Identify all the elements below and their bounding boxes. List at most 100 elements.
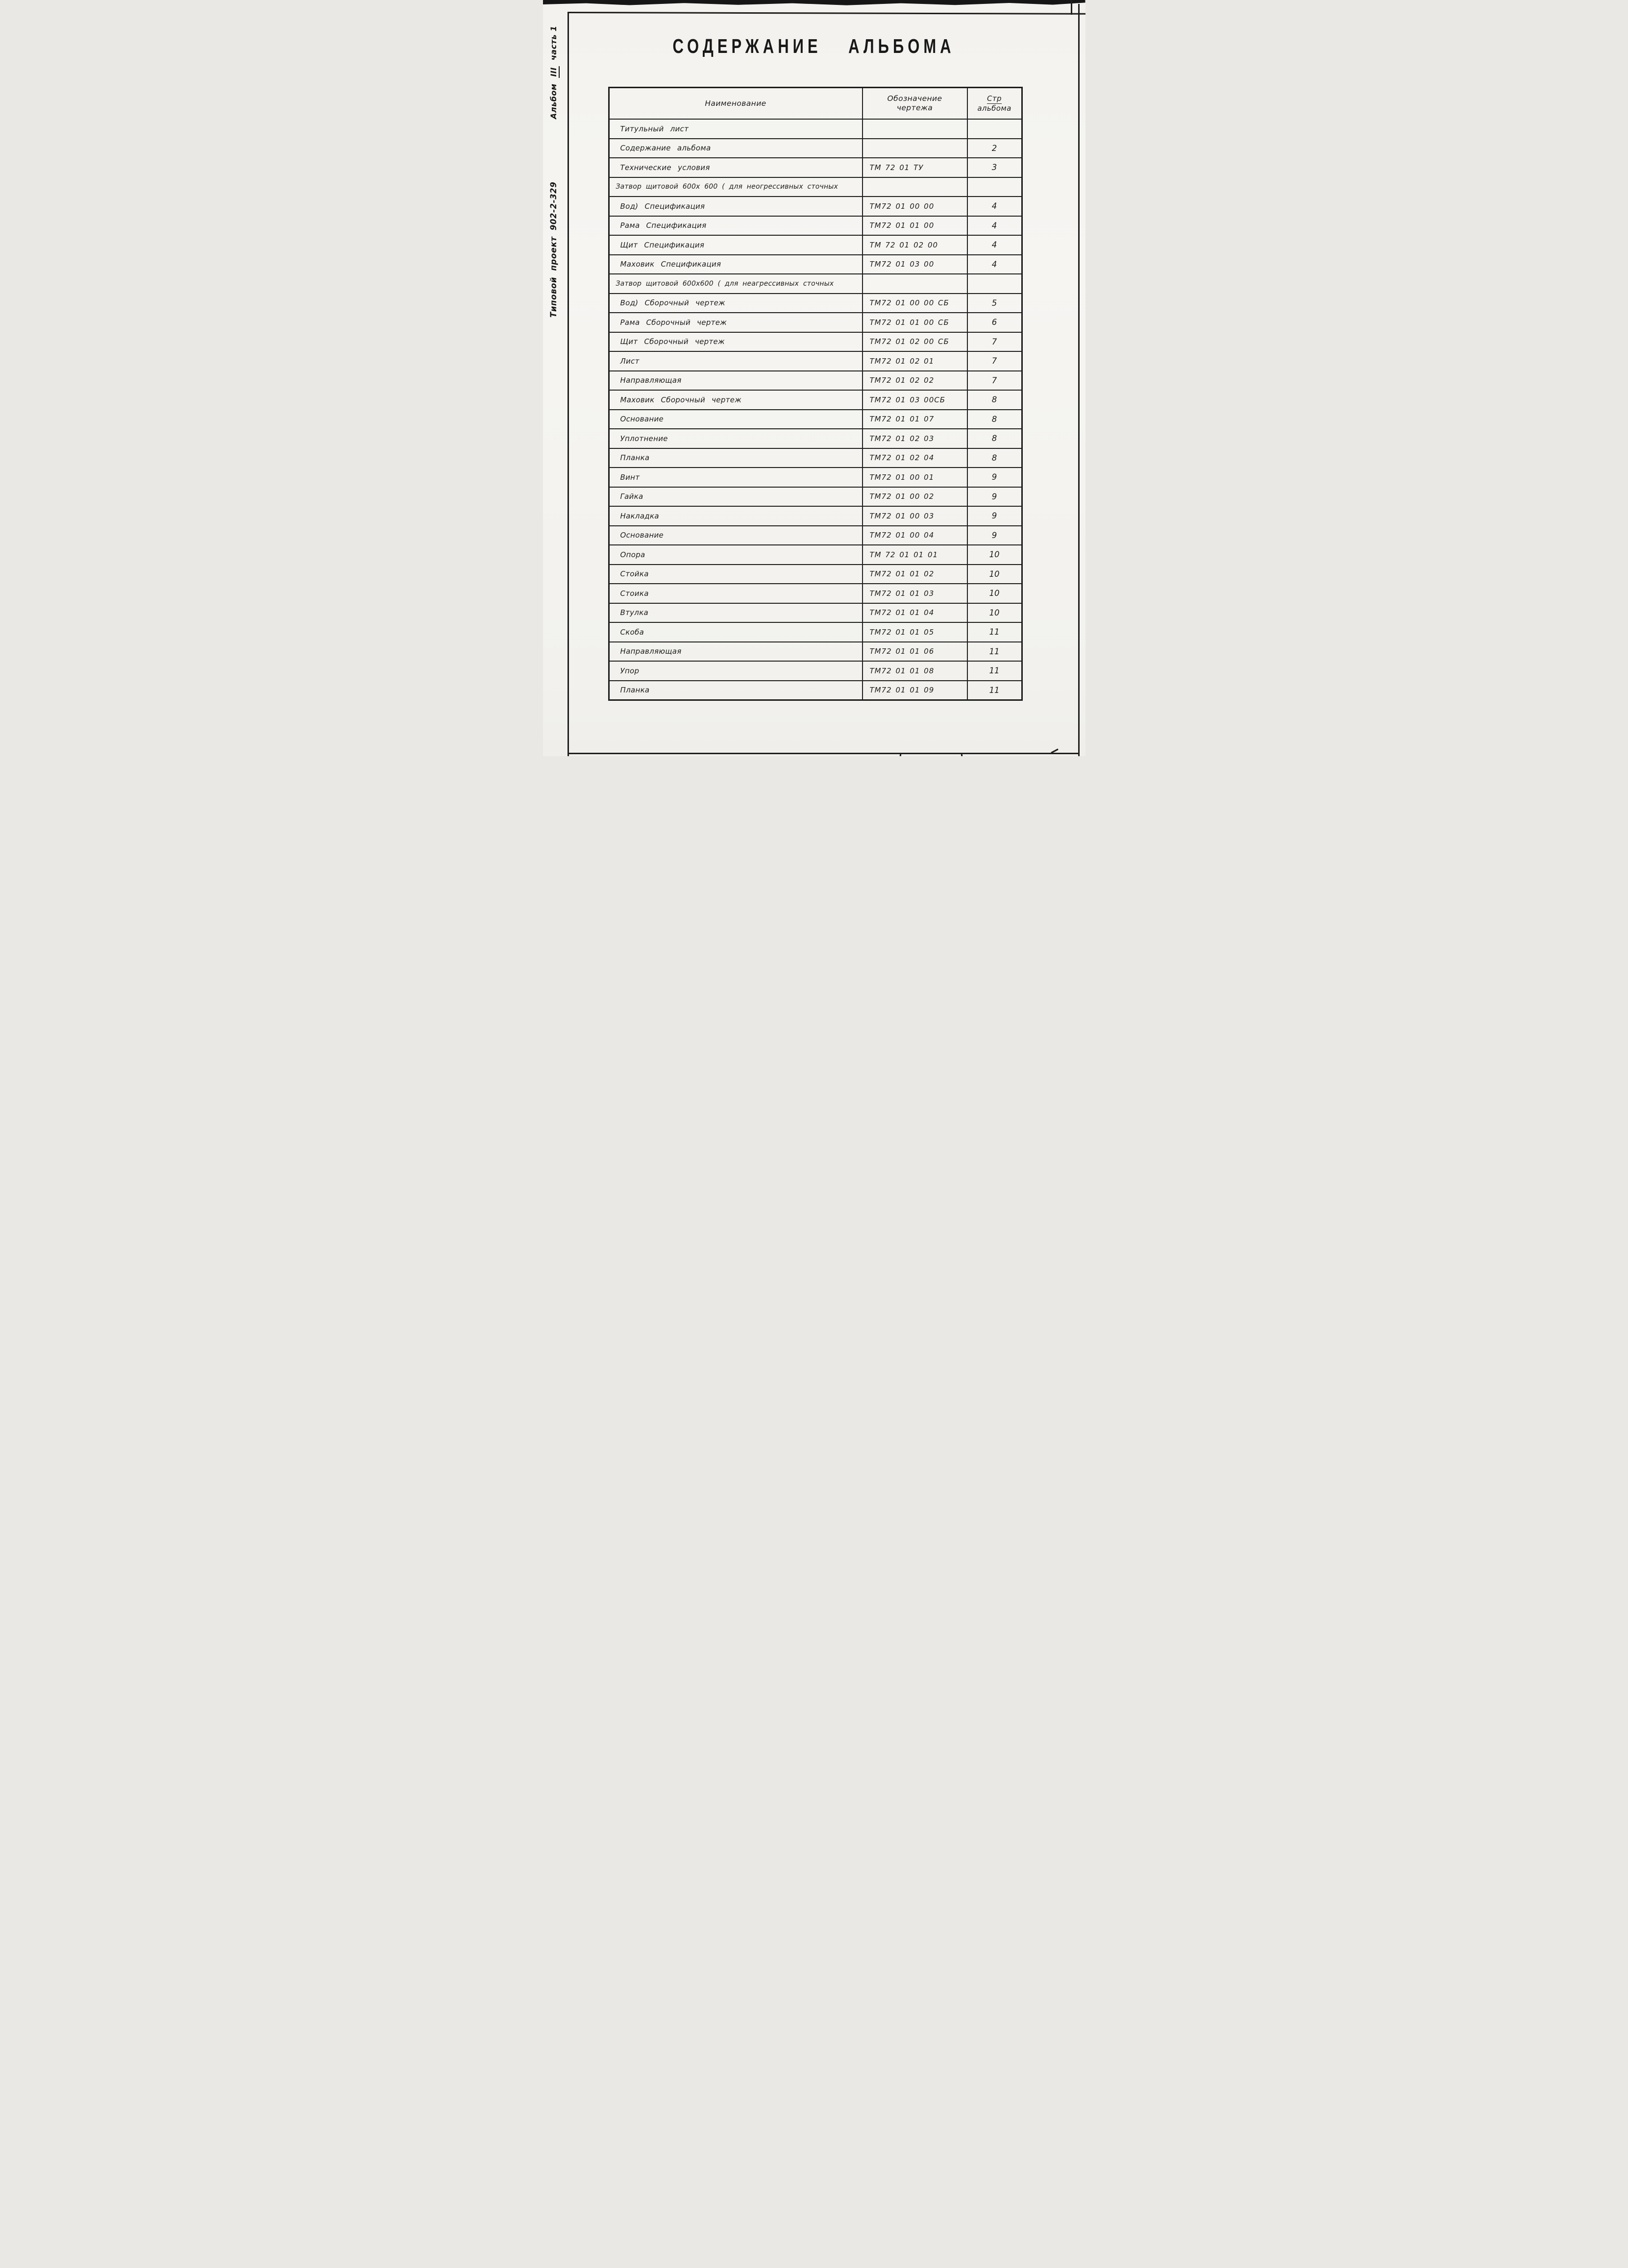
- row-designation-cell: ТМ72 01 01 07: [862, 410, 967, 428]
- row-designation-cell: ТМ72 01 02 00 СБ: [862, 332, 967, 351]
- row-page-cell: 7: [966, 332, 1021, 351]
- row-designation-cell: ТМ72 01 01 08: [862, 662, 967, 680]
- header-name-label: Наименование: [705, 99, 766, 108]
- project-label: Типовой проект 902-2-329: [548, 181, 558, 318]
- row-name-cell: Стойка: [620, 569, 649, 579]
- frame-right-line: [1078, 4, 1080, 756]
- table-row: Опора ТМ 72 01 01 01 10: [609, 544, 1021, 564]
- row-designation-cell: [862, 120, 967, 138]
- row-name-cell: Планка: [620, 453, 650, 463]
- table-row: Накладка ТМ72 01 00 03 9: [609, 506, 1021, 525]
- row-name-cell: Технические условия: [620, 163, 710, 172]
- row-page-cell: 8: [966, 391, 1021, 409]
- row-page-cell: 9: [966, 468, 1021, 487]
- table-body: Титульный лист Содержание альбома 2 Техн…: [609, 119, 1021, 699]
- row-page-cell: 7: [966, 371, 1021, 390]
- row-designation-cell: ТМ72 01 00 00: [862, 197, 967, 216]
- row-page-cell: 4: [966, 255, 1021, 273]
- row-designation-cell: ТМ72 01 01 04: [862, 603, 967, 622]
- table-row: Рама Спецификация ТМ72 01 01 00 4: [609, 215, 1021, 235]
- row-designation-cell: ТМ72 01 02 03: [862, 429, 967, 448]
- album-part-label: часть 1: [548, 25, 558, 61]
- table-row: Планка ТМ72 01 01 09 11: [609, 680, 1021, 699]
- row-designation-cell: [862, 177, 967, 196]
- row-name-cell: Рама Сборочный чертеж: [620, 318, 727, 327]
- margin-project-note: Типовой проект 902-2-329: [549, 122, 564, 318]
- table-row: Стоика ТМ72 01 01 03 10: [609, 583, 1021, 603]
- table-row: Направляющая ТМ72 01 01 06 11: [609, 641, 1021, 661]
- row-name-cell: Основание: [620, 531, 664, 540]
- row-name-cell: Упор: [620, 666, 640, 675]
- table-row: Вод) Спецификация ТМ72 01 00 00 4: [609, 196, 1021, 216]
- row-name-cell: Стоика: [620, 589, 649, 598]
- row-name-cell: Основание: [620, 415, 664, 424]
- row-page-cell: 8: [966, 448, 1021, 467]
- table-row: Направляющая ТМ72 01 02 02 7: [609, 370, 1021, 390]
- row-page-cell: [966, 177, 1021, 196]
- row-name-cell: Направляющая: [620, 376, 682, 385]
- row-page-cell: 10: [966, 565, 1021, 583]
- table-row: Содержание альбома 2: [609, 138, 1021, 157]
- row-page-cell: 4: [966, 236, 1021, 254]
- row-name-cell: Маховик Сборочный чертеж: [620, 395, 742, 404]
- row-designation-cell: ТМ72 01 02 02: [862, 371, 967, 390]
- table-row: Маховик Сборочный чертеж ТМ72 01 03 00СБ…: [609, 390, 1021, 409]
- row-designation-cell: ТМ72 01 03 00СБ: [862, 391, 967, 409]
- row-name-cell: Скоба: [620, 627, 644, 637]
- row-designation-cell: [862, 139, 967, 157]
- row-name-cell: Накладка: [620, 511, 659, 520]
- header-designation-line1: Обозначение: [887, 94, 942, 103]
- contents-table: Наименование Обозначение чертежа Стр аль…: [608, 87, 1023, 701]
- row-page-cell: 2: [966, 139, 1021, 157]
- row-name-cell: Направляющая: [620, 647, 682, 656]
- table-row: Винт ТМ72 01 00 01 9: [609, 467, 1021, 487]
- row-page-cell: 6: [966, 313, 1021, 332]
- header-page-line1: Стр: [987, 94, 1002, 104]
- table-row: Основание ТМ72 01 00 04 9: [609, 525, 1021, 544]
- row-page-cell: 10: [966, 584, 1021, 603]
- row-name-cell: Лист: [620, 356, 640, 366]
- header-designation: Обозначение чертежа: [862, 88, 967, 119]
- header-page-line2: альбома: [977, 104, 1011, 113]
- table-row: Скоба ТМ72 01 01 05 11: [609, 622, 1021, 641]
- row-page-cell: 11: [966, 681, 1021, 699]
- row-designation-cell: ТМ72 01 02 04: [862, 448, 967, 467]
- table-row: Щит Сборочный чертеж ТМ72 01 02 00 СБ 7: [609, 331, 1021, 351]
- row-designation-cell: ТМ72 01 00 01: [862, 468, 967, 487]
- row-name-cell: Маховик Спецификация: [620, 260, 721, 269]
- row-name-cell: Щит Сборочный чертеж: [620, 337, 725, 346]
- table-row: Щит Спецификация ТМ 72 01 02 00 4: [609, 235, 1021, 254]
- table-row: Затвор щитовой 600х600 ( для неагрессивн…: [609, 273, 1021, 293]
- row-page-cell: [966, 120, 1021, 138]
- table-row: Гайка ТМ72 01 00 02 9: [609, 486, 1021, 506]
- row-designation-cell: ТМ 72 01 ТУ: [862, 158, 967, 177]
- table-row: Затвор щитовой 600х 600 ( для неогрессив…: [609, 176, 1021, 196]
- row-name-cell: Рама Спецификация: [620, 221, 707, 230]
- frame-top-line: [567, 12, 1085, 15]
- table-row: Рама Сборочный чертеж ТМ72 01 01 00 СБ 6: [609, 312, 1021, 332]
- header-designation-label: Обозначение чертежа: [888, 94, 942, 112]
- row-name-cell: Затвор щитовой 600х600 ( для неагрессивн…: [616, 279, 834, 288]
- table-row: Планка ТМ72 01 02 04 8: [609, 447, 1021, 467]
- row-designation-cell: ТМ72 01 01 00: [862, 216, 967, 235]
- row-page-cell: 5: [966, 294, 1021, 312]
- row-page-cell: 11: [966, 623, 1021, 641]
- row-name-cell: Винт: [620, 472, 640, 482]
- row-page-cell: 9: [966, 507, 1021, 525]
- table-row: Упор ТМ72 01 01 08 11: [609, 661, 1021, 680]
- row-name-cell: Содержание альбома: [620, 144, 711, 153]
- row-page-cell: 8: [966, 429, 1021, 448]
- frame-corner-stub: [1070, 0, 1072, 15]
- table-row: Стойка ТМ72 01 01 02 10: [609, 564, 1021, 583]
- row-name-cell: Опора: [620, 550, 645, 559]
- row-designation-cell: ТМ72 01 01 03: [862, 584, 967, 603]
- row-designation-cell: ТМ72 01 01 09: [862, 681, 967, 699]
- row-designation-cell: ТМ 72 01 02 00: [862, 236, 967, 254]
- row-page-cell: 11: [966, 642, 1021, 661]
- row-designation-cell: ТМ72 01 01 02: [862, 565, 967, 583]
- row-designation-cell: ТМ72 01 00 04: [862, 526, 967, 544]
- scan-artifact: [961, 753, 962, 756]
- header-name: Наименование: [610, 88, 862, 119]
- row-page-cell: 11: [966, 662, 1021, 680]
- row-designation-cell: ТМ72 01 00 03: [862, 507, 967, 525]
